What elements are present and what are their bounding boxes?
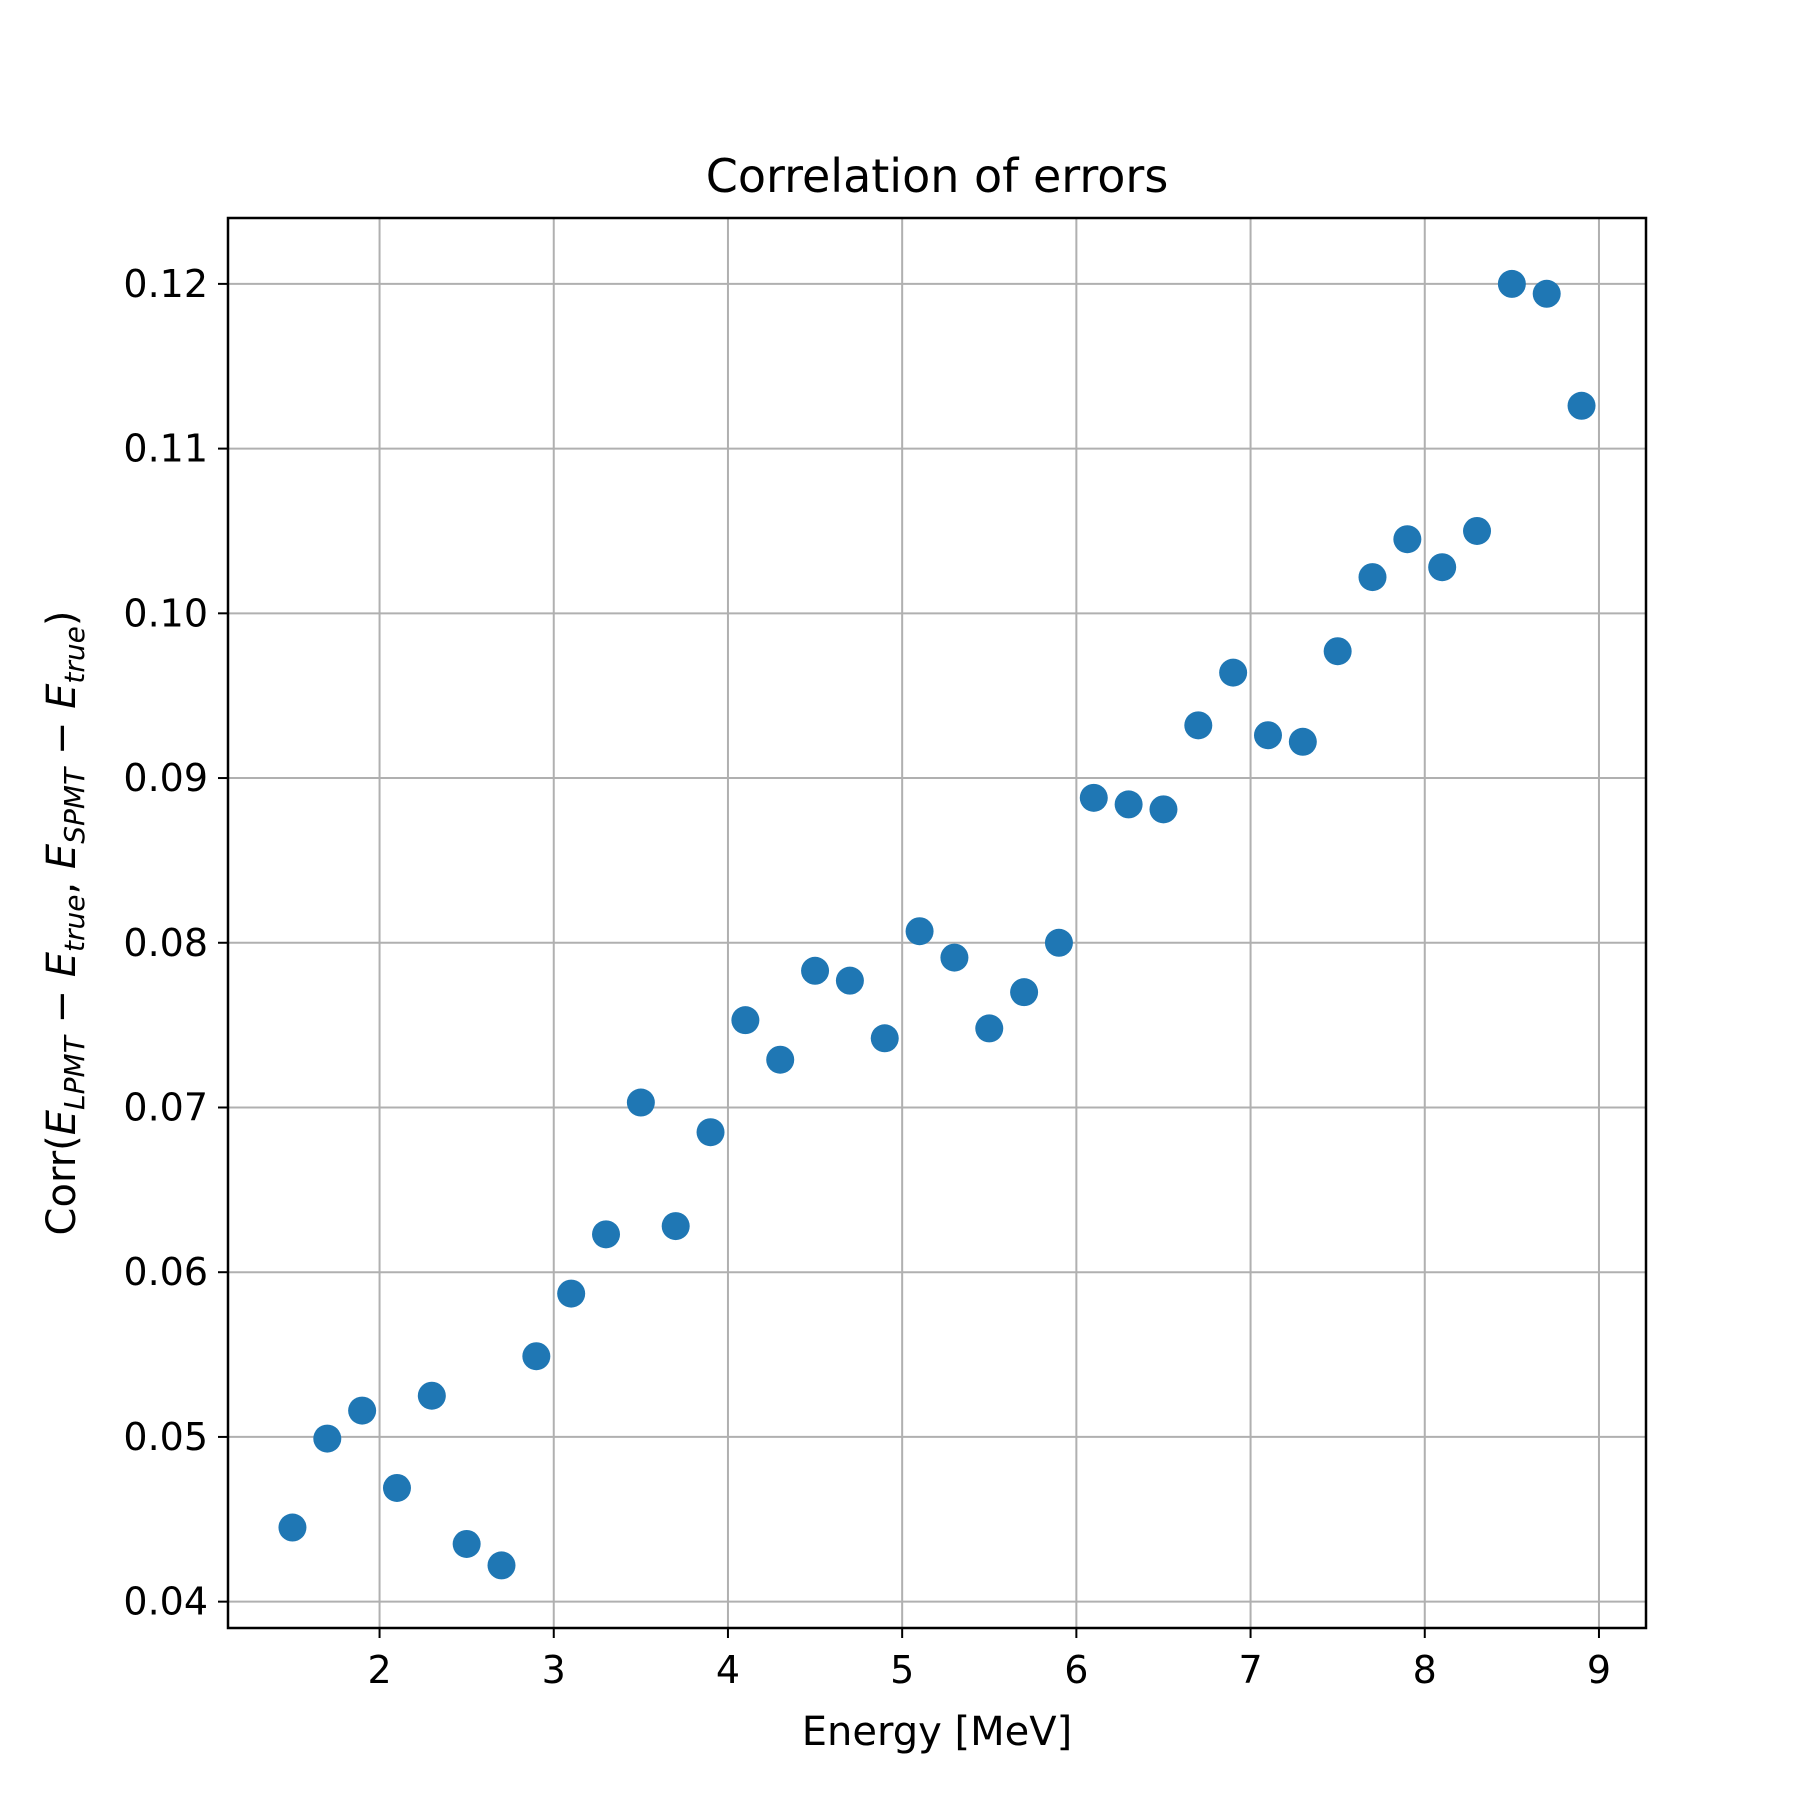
- y-axis-label-part: E: [39, 1109, 85, 1135]
- data-point: [696, 1118, 725, 1147]
- data-point: [592, 1220, 621, 1249]
- y-tick-label: 0.12: [123, 262, 208, 306]
- data-point: [557, 1279, 586, 1308]
- y-axis-label-part: true: [58, 895, 91, 952]
- y-axis-label-part: E: [39, 683, 85, 709]
- y-axis-label-part: ): [39, 611, 85, 627]
- data-point: [1149, 795, 1178, 824]
- data-point: [1114, 790, 1143, 819]
- data-point: [1010, 978, 1039, 1007]
- data-point: [801, 956, 830, 985]
- data-point: [1184, 711, 1213, 740]
- data-point: [417, 1381, 446, 1410]
- data-point: [522, 1342, 551, 1371]
- y-axis-label-part: −: [39, 709, 85, 768]
- y-tick-label: 0.07: [123, 1085, 208, 1129]
- data-point: [626, 1088, 655, 1117]
- x-tick-label: 2: [367, 1648, 391, 1692]
- y-axis-label-part: E: [39, 951, 85, 977]
- data-point: [1323, 637, 1352, 666]
- y-tick-label: 0.11: [123, 427, 208, 471]
- y-axis-label-part: true: [58, 626, 91, 683]
- data-point: [452, 1529, 481, 1558]
- data-points: [278, 269, 1596, 1580]
- data-point: [905, 917, 934, 946]
- y-axis-label: Corr(ELPMT − Etrue, ESPMT − Etrue): [39, 611, 91, 1236]
- y-tick-label: 0.04: [123, 1580, 208, 1624]
- y-axis-label-part: E: [39, 843, 85, 869]
- y-axis-label-part: SPMT: [58, 766, 91, 844]
- chart-title: Correlation of errors: [706, 149, 1169, 203]
- y-tick-label: 0.09: [123, 756, 208, 800]
- x-tick-label: 4: [716, 1648, 740, 1692]
- y-axis-label-part: Corr(: [39, 1135, 85, 1235]
- data-point: [1079, 783, 1108, 812]
- data-point: [1044, 928, 1073, 957]
- y-tick-label: 0.05: [123, 1415, 208, 1459]
- data-point: [487, 1551, 516, 1580]
- data-point: [1532, 279, 1561, 308]
- data-point: [1219, 658, 1248, 687]
- x-tick-label: 3: [542, 1648, 566, 1692]
- grid-lines: [228, 218, 1646, 1628]
- x-tick-label: 7: [1238, 1648, 1262, 1692]
- x-tick-label: 9: [1587, 1648, 1611, 1692]
- data-point: [1288, 727, 1317, 756]
- data-point: [1393, 525, 1422, 554]
- x-tick-label: 8: [1413, 1648, 1437, 1692]
- y-tick-label: 0.08: [123, 921, 208, 965]
- data-point: [348, 1396, 377, 1425]
- y-axis-label-part: −: [39, 977, 85, 1036]
- plot-frame: [226, 216, 1648, 1630]
- y-tick-label: 0.06: [123, 1250, 208, 1294]
- x-axis-label: Energy [MeV]: [802, 1709, 1072, 1755]
- data-point: [835, 966, 864, 995]
- axis-ticks: 2 3 4 5 6 7 8 9 0.04 0.05 0.06 0.07 0.08 0.09 0.10 0.11…: [123, 262, 1611, 1692]
- data-point: [1358, 563, 1387, 592]
- x-tick-label: 5: [890, 1648, 914, 1692]
- x-tick-label: 6: [1064, 1648, 1088, 1692]
- y-tick-label: 0.10: [123, 591, 208, 635]
- data-point: [1567, 391, 1596, 420]
- data-point: [1253, 721, 1282, 750]
- data-point: [975, 1014, 1004, 1043]
- y-axis-label-part: ,: [39, 869, 85, 894]
- data-point: [766, 1045, 795, 1074]
- data-point: [1463, 516, 1492, 545]
- data-point: [661, 1212, 690, 1241]
- data-point: [382, 1473, 411, 1502]
- data-point: [1428, 553, 1457, 582]
- data-point: [278, 1513, 307, 1542]
- y-axis-label-part: LPMT: [58, 1034, 91, 1110]
- data-point: [731, 1006, 760, 1035]
- data-point: [870, 1024, 899, 1053]
- data-point: [940, 943, 969, 972]
- data-point: [313, 1424, 342, 1453]
- data-point: [1497, 269, 1526, 298]
